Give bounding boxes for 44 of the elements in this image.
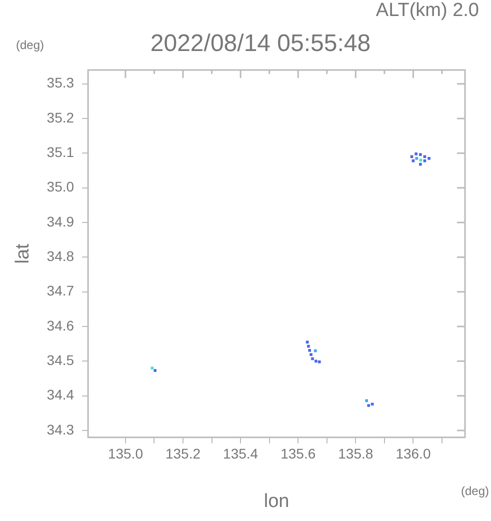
point (314, 349, 317, 352)
x-axis-title: lon (264, 490, 290, 512)
point (428, 156, 430, 160)
y-tick-label: 34.9 (46, 213, 74, 230)
x-tick-label: 135.8 (338, 446, 374, 462)
point (418, 153, 422, 156)
x-tick-label: 135.0 (108, 446, 144, 462)
point (414, 152, 418, 156)
point (410, 155, 414, 158)
text: (deg) (16, 38, 44, 52)
x-tick-label: 136.0 (396, 446, 431, 462)
y-tick-label: 34.6 (46, 317, 74, 334)
chart-title: 2022/08/14 05:55:48 (150, 30, 371, 57)
point (150, 366, 154, 370)
y-tick-label: 35.2 (46, 109, 74, 126)
y-tick-label: 34.3 (46, 421, 74, 438)
point (415, 156, 418, 160)
point (367, 404, 370, 407)
y-tick-label: 35.0 (46, 178, 74, 195)
point (419, 158, 422, 162)
point (418, 162, 422, 166)
point (308, 348, 312, 352)
text: ALT(km) 2.0 (376, 0, 479, 22)
x-tick-label: 135.2 (165, 446, 201, 462)
point (365, 399, 368, 402)
y-tick-label: 35.3 (46, 74, 74, 91)
x-tick-label: 135.6 (280, 446, 316, 462)
y-axis-title: lat (12, 242, 34, 264)
point (423, 155, 426, 158)
point (318, 360, 321, 364)
x-tick-label: 135.4 (223, 446, 258, 462)
y-tick-label: 34.5 (46, 352, 74, 368)
y-tick-label: 34.7 (46, 282, 74, 299)
point (154, 369, 157, 372)
y-tick-label: 34.4 (46, 386, 74, 403)
point (306, 340, 309, 344)
point (307, 344, 310, 348)
point (310, 353, 312, 356)
y-tick-label: 34.8 (46, 248, 74, 264)
point (311, 357, 314, 360)
point (314, 360, 318, 363)
point (370, 402, 374, 406)
y-tick-label: 35.1 (46, 144, 74, 160)
text: (deg) (460, 484, 489, 498)
